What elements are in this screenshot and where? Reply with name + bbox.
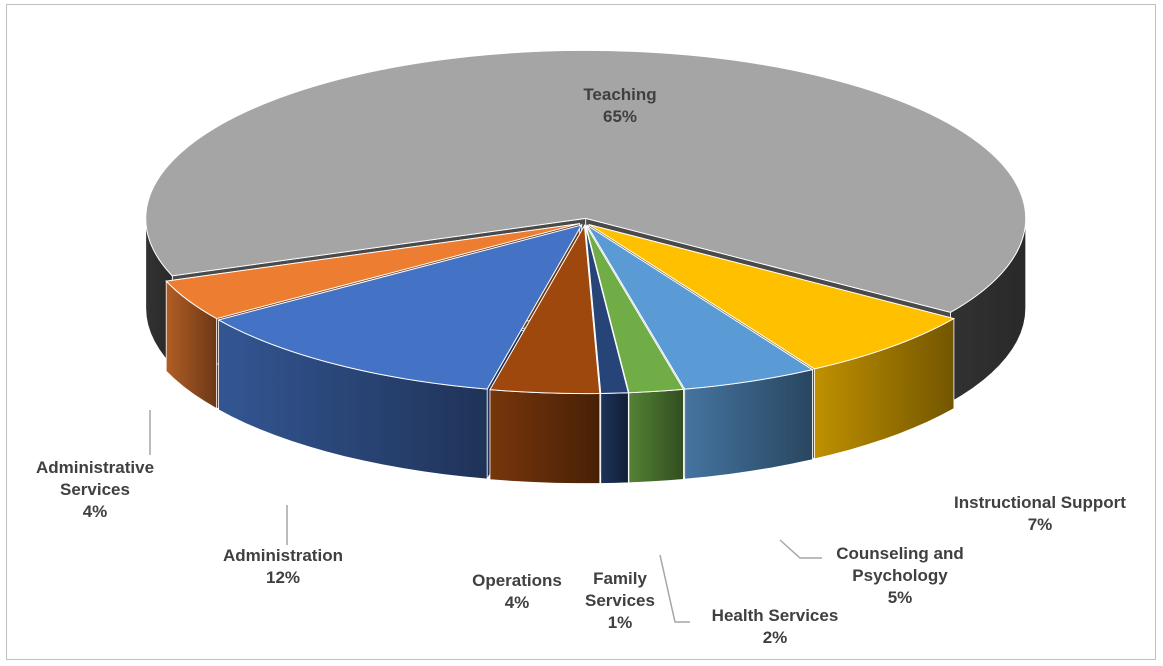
data-label: Family Services 1% [580,568,660,634]
label-name: Health Services [711,606,839,625]
slice-side [628,388,684,484]
label-name: Counseling and Psychology [836,544,964,585]
label-value: 5% [887,588,913,607]
data-label: Administrative Services 4% [25,457,165,523]
label-value: 65% [602,107,638,126]
chart-frame [6,4,1156,660]
slice-side [489,389,601,484]
pie-tops [145,49,1027,395]
label-name: Administration [223,546,343,565]
slice [165,223,580,320]
slice [588,224,956,370]
leader-line [659,554,690,623]
data-label: Teaching 65% [560,84,680,128]
slice [585,225,685,394]
slice [217,224,583,390]
label-name: Operations [472,571,562,590]
data-label: Instructional Support 7% [920,492,1160,536]
label-value: 2% [762,628,788,647]
label-value: 4% [82,502,108,521]
data-label: Operations 4% [457,570,577,614]
label-name: Administrative Services [35,458,155,499]
slice [584,225,629,394]
label-value: 4% [504,593,530,612]
label-value: 7% [1027,515,1053,534]
label-name: Instructional Support [954,493,1126,512]
leader-lines [149,410,822,623]
data-label: Counseling and Psychology 5% [825,543,975,609]
slice [489,223,601,395]
label-name: Teaching [583,85,657,104]
label-value: 12% [265,568,301,587]
label-name: Family Services [585,569,655,610]
slice-side [600,392,629,484]
label-value: 1% [607,613,633,632]
slice [586,224,814,390]
data-label: Health Services 2% [675,605,875,649]
leader-line [779,539,822,559]
slice [145,49,1027,313]
data-label: Administration 12% [203,545,363,589]
